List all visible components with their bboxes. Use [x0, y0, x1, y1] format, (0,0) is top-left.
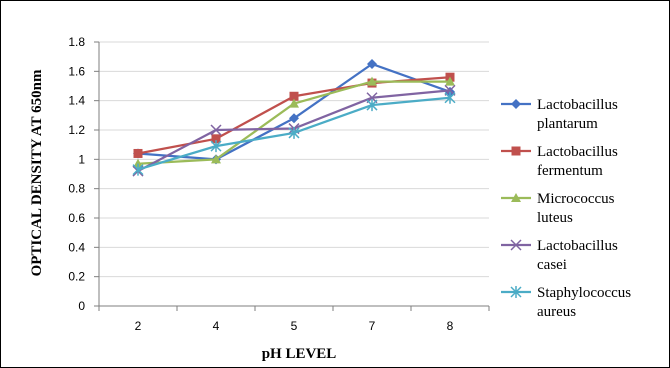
y-tick-label: 0.4 — [68, 240, 85, 254]
data-point — [211, 154, 221, 164]
legend-label: Staphylococcus — [537, 285, 631, 301]
y-tick-label: 1.6 — [68, 64, 85, 78]
data-point — [210, 140, 222, 153]
data-point — [133, 158, 143, 168]
data-point — [289, 98, 299, 108]
y-tick-label: 0.6 — [68, 211, 85, 225]
data-point — [210, 124, 222, 136]
y-tick-label: 0.8 — [68, 182, 85, 196]
legend-label: Lactobacillus — [537, 97, 618, 113]
data-point — [133, 148, 143, 158]
data-point — [511, 193, 521, 202]
legend-label: aureus — [537, 304, 576, 320]
x-tick-label: 5 — [291, 319, 298, 333]
data-point — [510, 239, 522, 251]
legend-label: casei — [537, 257, 567, 273]
y-axis-title: OPTICAL DENSITY AT 650nm — [29, 69, 45, 276]
legend-label: luteus — [537, 210, 573, 226]
data-point — [366, 99, 378, 112]
legend-label: plantarum — [537, 116, 598, 132]
data-point — [444, 91, 456, 104]
data-point — [289, 91, 299, 101]
y-tick-label: 0 — [78, 299, 85, 313]
y-tick-label: 1.8 — [68, 35, 85, 49]
gridlines — [99, 41, 489, 278]
data-point — [211, 134, 221, 144]
legend-label: Lactobacillus — [537, 144, 618, 160]
y-tick-label: 1.2 — [68, 123, 85, 137]
legend: Lactobacillus plantarum Lactobacillus ferme… — [501, 97, 631, 320]
data-point — [445, 76, 455, 86]
x-tick-labels: 2 4 5 7 8 — [135, 319, 454, 333]
x-tick-label: 8 — [447, 319, 454, 333]
y-tick-label: 1.4 — [68, 94, 85, 108]
data-point — [289, 113, 299, 124]
x-tick-label: 2 — [135, 319, 142, 333]
data-point — [510, 286, 522, 298]
data-point — [511, 146, 521, 156]
y-tick-labels: 0 0.2 0.4 0.6 0.8 1 1.2 1.4 1.6 1.8 — [68, 35, 85, 313]
data-point — [511, 99, 521, 109]
x-tick-label: 4 — [213, 319, 220, 333]
x-axis-title: pH LEVEL — [262, 346, 337, 362]
data-series — [132, 59, 456, 177]
y-tick-label: 1 — [78, 152, 85, 166]
x-tick-label: 7 — [369, 319, 376, 333]
data-point — [132, 163, 144, 176]
y-tick-label: 0.2 — [68, 270, 85, 284]
legend-label: Lactobacillus — [537, 238, 618, 254]
legend-label: Micrococcus — [537, 191, 615, 207]
axes — [94, 41, 490, 311]
legend-label: fermentum — [537, 163, 603, 179]
data-point — [288, 126, 300, 139]
data-point — [367, 76, 377, 86]
data-point — [367, 59, 377, 69]
